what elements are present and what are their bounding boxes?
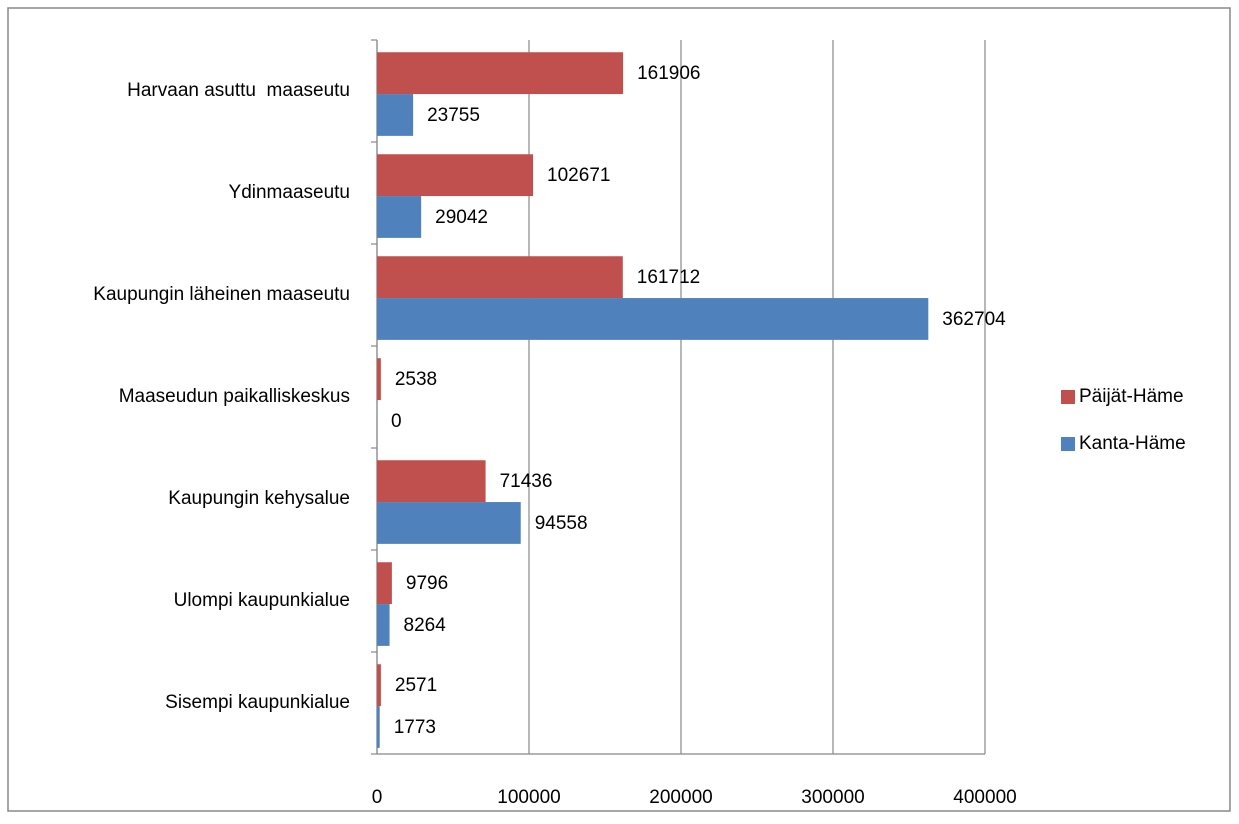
bar (377, 154, 534, 197)
bar (377, 604, 390, 646)
bar (377, 502, 521, 544)
value-label: 8264 (404, 615, 447, 636)
value-label: 2571 (395, 675, 437, 696)
y-tick-label: Harvaan asuttu maaseutu (127, 80, 350, 101)
legend-swatch (1061, 390, 1075, 404)
bar (377, 196, 422, 238)
value-label: 362704 (942, 309, 1006, 330)
x-tick-label: 200000 (649, 787, 712, 808)
x-tick-label: 400000 (953, 787, 1016, 808)
y-tick-label: Maaseudun paikalliskeskus (119, 386, 350, 407)
chart-border (7, 7, 1231, 812)
y-tick-label: Ydinmaaseutu (229, 182, 350, 203)
y-tick-label: Kaupungin kehysalue (168, 488, 350, 509)
value-label: 2538 (395, 369, 437, 390)
value-label: 161906 (637, 63, 700, 84)
bar (377, 52, 624, 95)
y-tick-label: Kaupungin läheinen maaseutu (93, 284, 350, 305)
value-label: 71436 (500, 471, 553, 492)
bar (377, 256, 623, 299)
legend-label: Päijät-Häme (1079, 386, 1184, 407)
bar (377, 94, 414, 136)
value-label: 102671 (547, 165, 610, 186)
x-tick-label: 300000 (801, 787, 864, 808)
bar (377, 664, 381, 707)
bar (377, 562, 392, 605)
bar (377, 358, 381, 401)
value-label: 0 (391, 411, 402, 432)
value-label: 23755 (427, 105, 480, 126)
y-tick-label: Ulompi kaupunkialue (174, 590, 350, 611)
value-label: 1773 (394, 717, 436, 738)
x-tick-label: 0 (372, 787, 383, 808)
legend-swatch (1061, 437, 1075, 451)
value-label: 29042 (435, 207, 488, 228)
value-label: 161712 (637, 267, 700, 288)
y-tick-label: Sisempi kaupunkialue (165, 692, 350, 713)
legend-label: Kanta-Häme (1079, 433, 1186, 454)
value-label: 94558 (535, 513, 588, 534)
bar (377, 706, 380, 748)
value-label: 9796 (406, 573, 448, 594)
bar (377, 460, 486, 503)
bar (377, 298, 929, 340)
x-tick-label: 100000 (497, 787, 560, 808)
